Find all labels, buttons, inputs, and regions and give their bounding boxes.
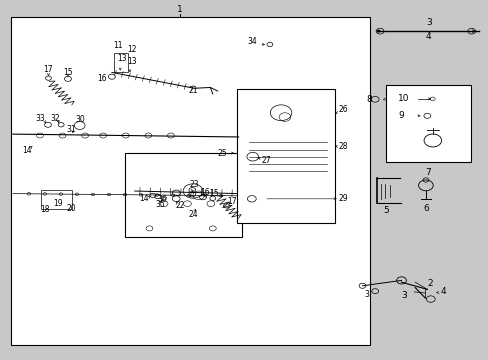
Text: 35: 35 — [156, 200, 165, 209]
Text: 32: 32 — [50, 114, 60, 123]
Text: 3: 3 — [401, 291, 407, 300]
Text: 33: 33 — [36, 114, 45, 123]
Text: 4: 4 — [425, 32, 431, 41]
Text: 21: 21 — [188, 86, 198, 95]
Text: 3: 3 — [363, 290, 368, 299]
Text: 13: 13 — [117, 54, 126, 63]
Text: 20: 20 — [66, 204, 76, 213]
Text: 28: 28 — [338, 142, 347, 151]
Text: 11: 11 — [113, 41, 122, 50]
Text: 15: 15 — [209, 189, 219, 198]
Text: 14: 14 — [139, 194, 148, 203]
Text: 16: 16 — [97, 75, 107, 84]
Text: 6: 6 — [422, 204, 428, 213]
Circle shape — [376, 30, 380, 33]
Text: 18: 18 — [40, 205, 49, 214]
Text: 26: 26 — [338, 105, 347, 114]
Bar — [11, 17, 369, 345]
Text: 25: 25 — [217, 149, 227, 158]
Text: 31: 31 — [66, 125, 76, 134]
Text: 17: 17 — [227, 197, 237, 206]
Text: 27: 27 — [261, 156, 271, 165]
Text: 30: 30 — [75, 115, 85, 124]
Text: 8: 8 — [366, 95, 371, 104]
Text: 15: 15 — [63, 68, 73, 77]
Bar — [237, 89, 334, 223]
Bar — [385, 85, 470, 162]
Text: 13: 13 — [127, 57, 137, 66]
Text: 7: 7 — [425, 168, 430, 177]
Text: 34: 34 — [246, 37, 256, 46]
Text: 4: 4 — [440, 287, 446, 296]
Bar — [41, 190, 72, 210]
Bar — [125, 153, 242, 237]
Text: 17: 17 — [43, 65, 53, 74]
Text: 5: 5 — [382, 206, 388, 215]
Text: 14: 14 — [22, 146, 32, 155]
Bar — [114, 53, 128, 72]
Text: 16: 16 — [199, 188, 209, 197]
Text: 19: 19 — [53, 199, 63, 208]
Text: 22: 22 — [175, 201, 184, 210]
Text: 24: 24 — [188, 210, 198, 219]
Text: 29: 29 — [338, 194, 347, 203]
Text: 3: 3 — [425, 18, 431, 27]
Text: 36: 36 — [158, 194, 167, 203]
Text: 1: 1 — [177, 5, 183, 14]
Text: 23: 23 — [189, 180, 199, 189]
Text: 10: 10 — [397, 94, 409, 103]
Text: 2: 2 — [426, 279, 432, 288]
Text: 9: 9 — [397, 111, 403, 120]
Text: 12: 12 — [127, 45, 137, 54]
